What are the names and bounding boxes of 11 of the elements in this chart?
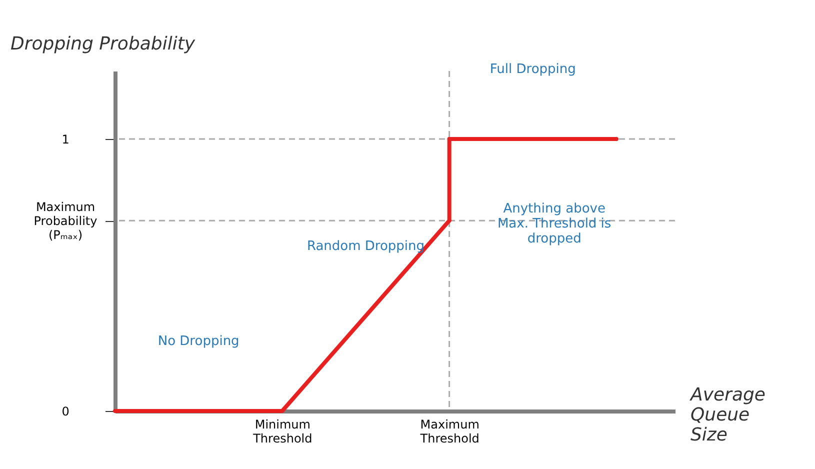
annotation: Anything above Max. Threshold is dropped: [497, 202, 612, 247]
annotation: Random Dropping: [306, 238, 425, 254]
y-axis-title: Dropping Probability: [10, 34, 196, 54]
annotation: Full Dropping: [490, 62, 576, 77]
y-tick-label: 1: [62, 132, 70, 146]
x-axis-title: Average Queue Size: [690, 384, 766, 446]
y-tick-label: Maximum Probability (Pₘₐₓ): [34, 200, 98, 242]
x-tick-label: Maximum Threshold: [419, 418, 480, 446]
x-tick-label: Minimum Threshold: [252, 418, 312, 446]
y-tick-label: 0: [62, 404, 70, 418]
annotation: No Dropping: [158, 334, 240, 349]
